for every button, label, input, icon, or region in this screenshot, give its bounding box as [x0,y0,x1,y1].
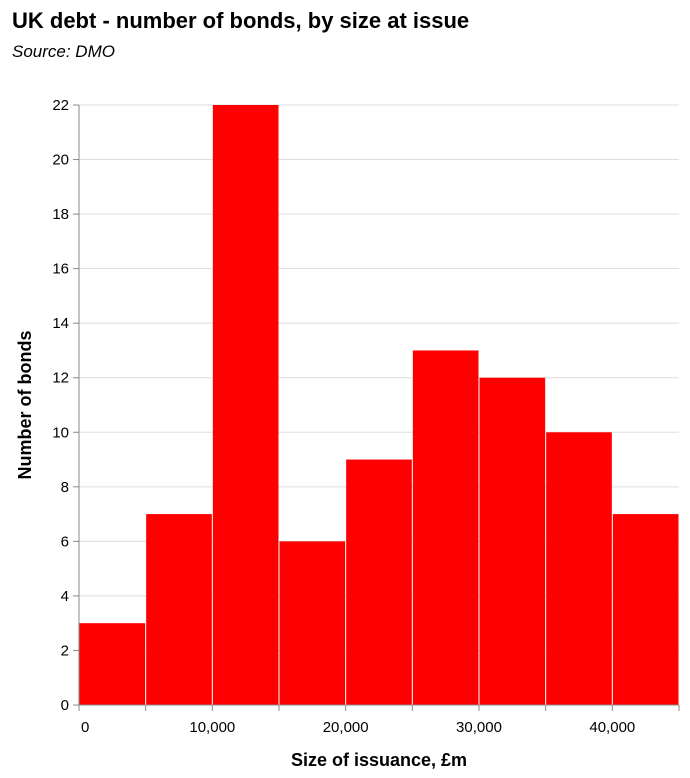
histogram-bar [546,432,612,705]
histogram-bar [479,377,546,705]
y-tick-label: 16 [52,261,69,278]
histogram-bar [212,105,279,705]
y-tick-label: 6 [61,533,69,550]
histogram-bar [79,623,146,705]
y-tick-label: 0 [61,697,69,714]
x-tick-label: 30,000 [456,719,502,736]
y-tick-label: 22 [52,97,69,114]
histogram-bar [279,541,346,705]
x-axis-title: Size of issuance, £m [291,750,467,770]
chart-title: UK debt - number of bonds, by size at is… [12,8,470,33]
y-tick-label: 12 [52,370,69,387]
histogram-bar [146,514,212,705]
x-tick-label: 0 [81,719,89,736]
y-tick-label: 20 [52,152,69,169]
histogram-bar [412,350,479,705]
bars [79,105,679,705]
y-tick-label: 10 [52,424,69,441]
axes: 0 2 4 6 8 10 12 14 16 18 20 22 0 10,000 20,000 30,000 40… [52,97,680,736]
x-tick-label: 10,000 [189,719,235,736]
y-tick-label: 14 [52,315,69,332]
y-tick-label: 4 [61,588,69,605]
x-tick-label: 40,000 [589,719,635,736]
histogram-bar [346,459,412,705]
histogram-bar [612,514,679,705]
x-tick-label: 20,000 [323,719,369,736]
y-tick-label: 8 [61,479,69,496]
chart-subtitle: Source: DMO [12,42,115,61]
y-tick-label: 18 [52,206,69,223]
y-tick-label: 2 [61,642,69,659]
y-axis-title: Number of bonds [15,331,35,480]
